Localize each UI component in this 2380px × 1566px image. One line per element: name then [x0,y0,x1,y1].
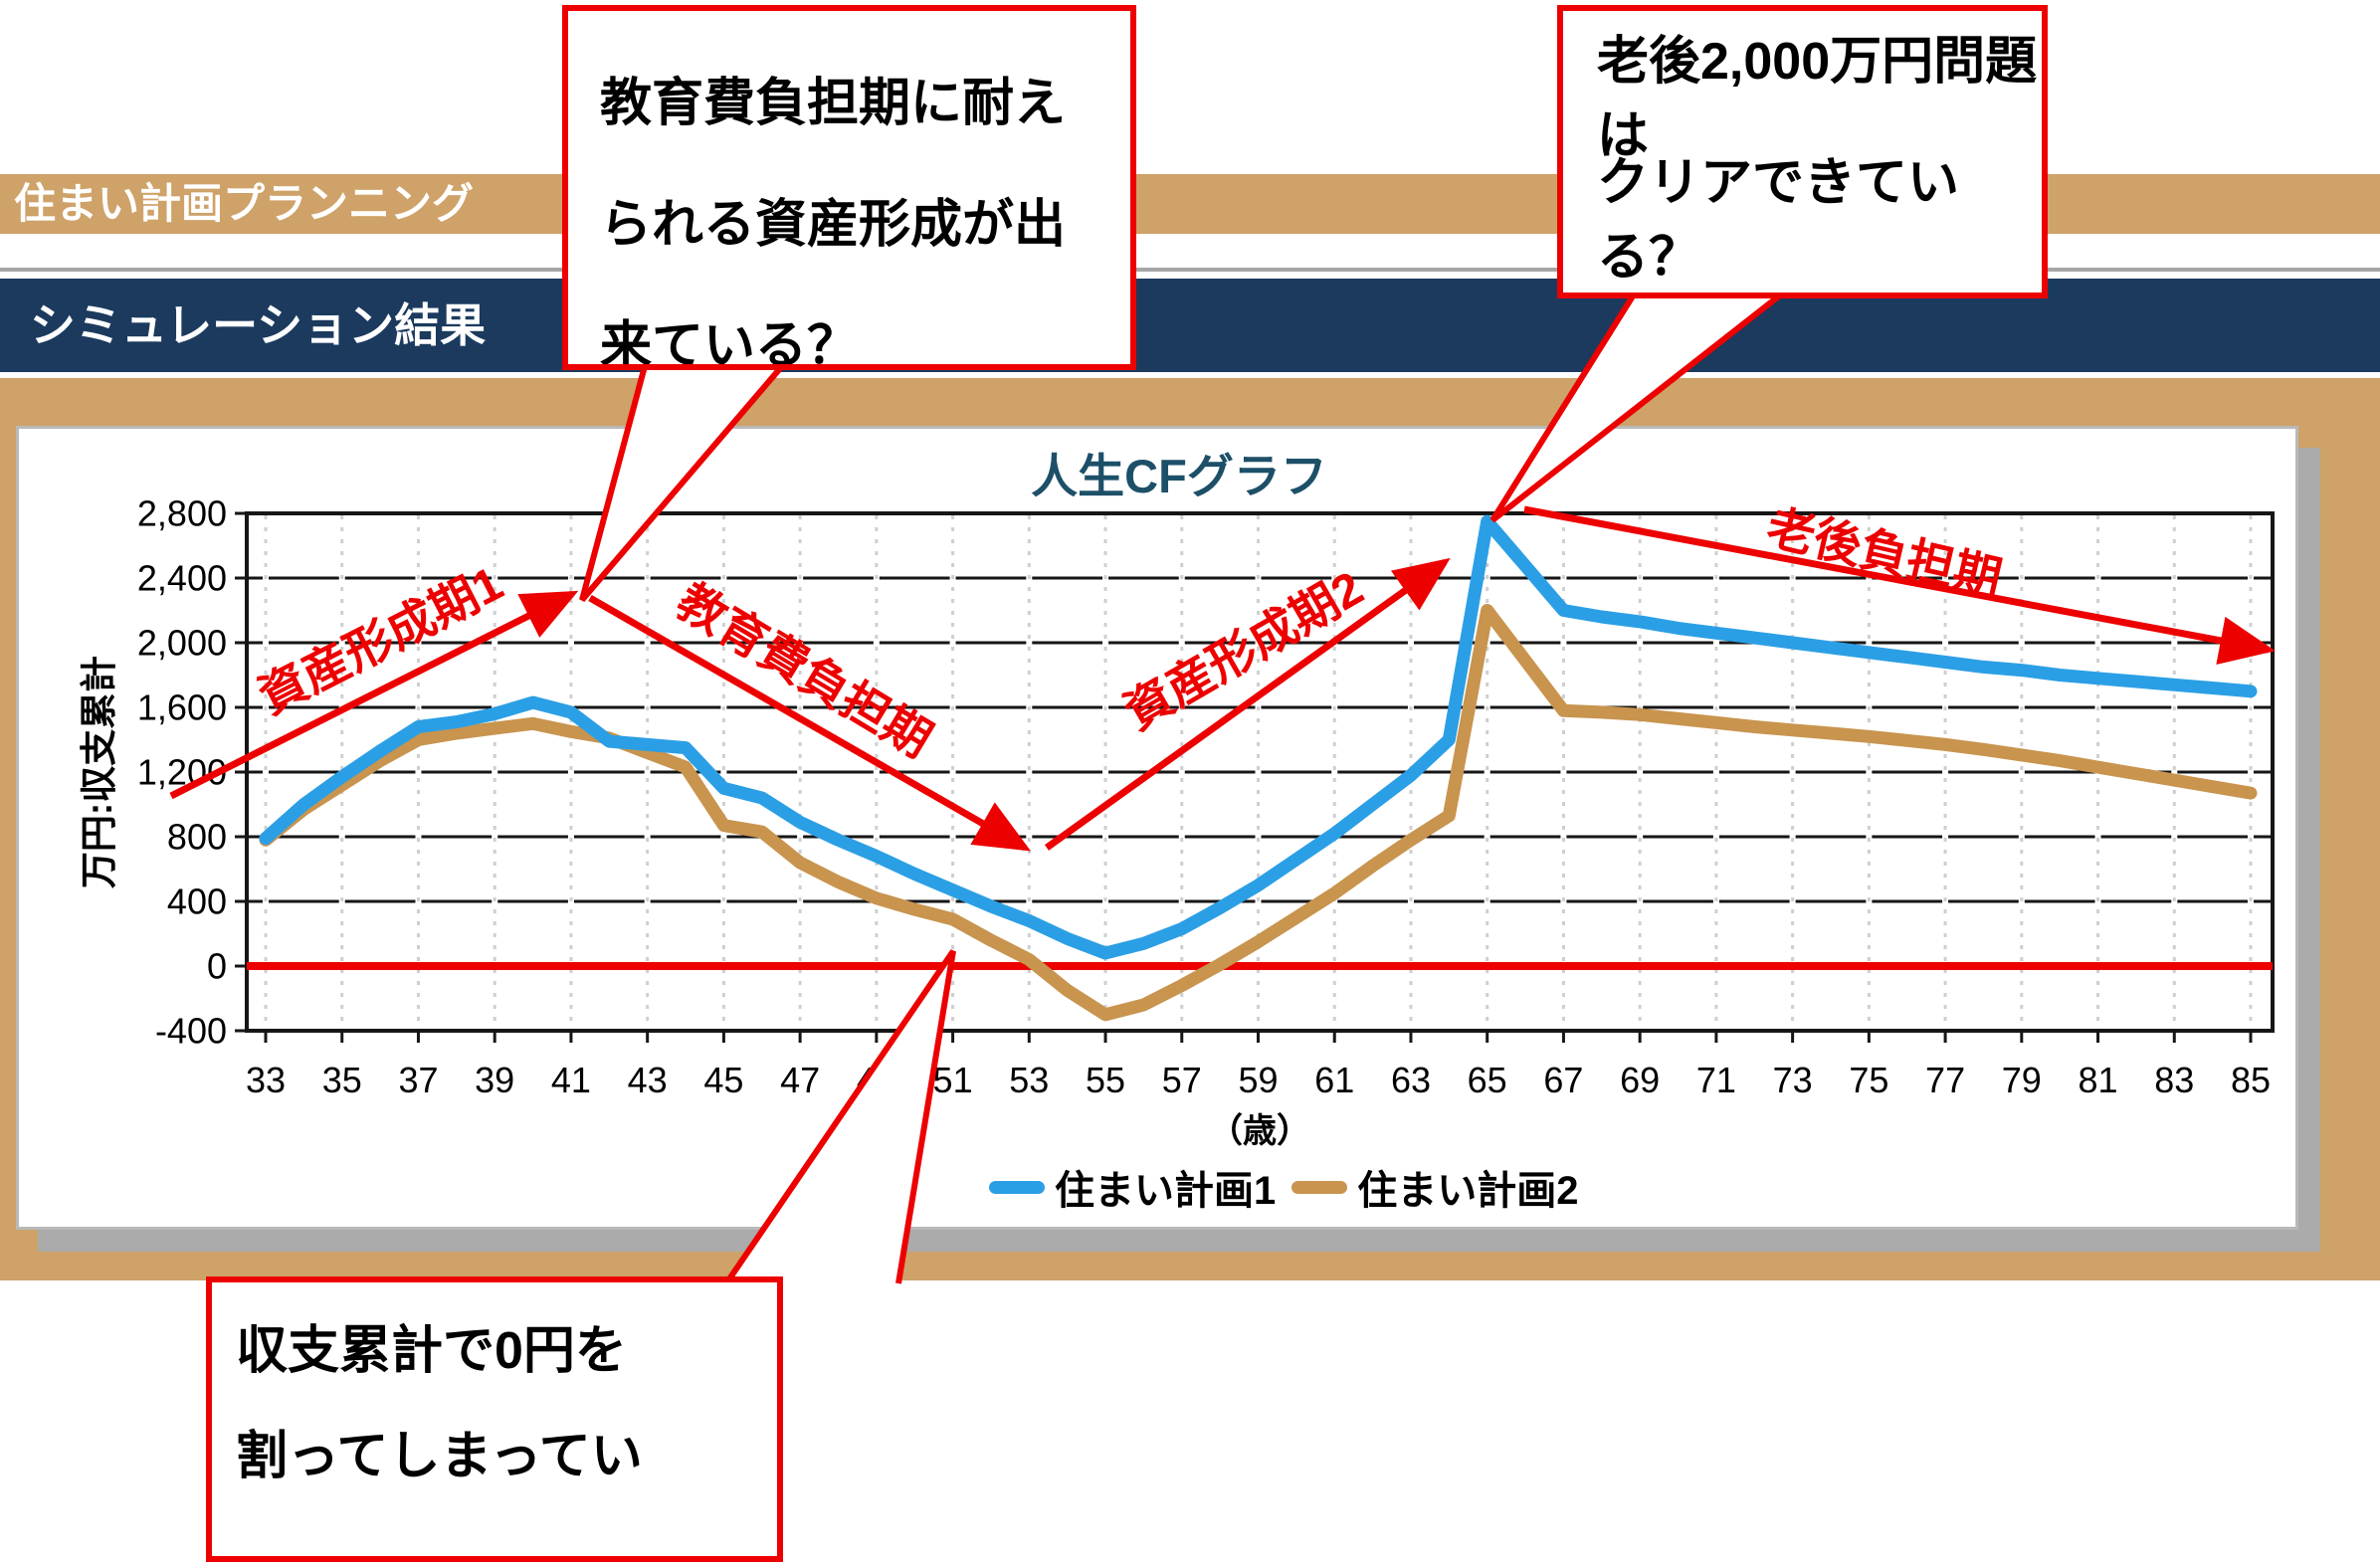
callout-zero-crossing: 収支累計で0円を 割ってしまってい [206,1276,783,1562]
callout-education-cost: 教育費負担期に耐え られる資産形成が出 来ている？ [562,5,1136,370]
callout-text-line: 教育費負担期に耐え [600,74,1067,132]
callout-text-line: られる資産形成が出 [600,195,1067,254]
callout-text-line: 老後2,000万円問題は [1597,33,2038,165]
callout-text-line: 収支累計で0円を [236,1321,627,1380]
callout-text-line: クリアできている？ [1597,154,1960,287]
app-title: 住まい計画プランニング [14,180,475,227]
legend-item-plan2: 住まい計画2 [1291,1158,1579,1216]
legend-label-plan2: 住まい計画2 [1357,1169,1579,1213]
legend-swatch-plan2 [1291,1180,1348,1194]
callout-text-line: 来ている？ [600,316,860,370]
legend-label-plan1: 住まい計画1 [1055,1169,1277,1213]
callout-retirement-2000: 老後2,000万円問題は クリアできている？ [1557,5,2048,298]
header-divider [0,268,2380,272]
section-title: シミュレーション結果 [30,299,487,351]
callout-text-line: 割ってしまってい [236,1427,643,1485]
y-axis-title: 万円:収支累計 [79,655,119,889]
legend-item-plan1: 住まい計画1 [989,1158,1276,1216]
chart-title: 人生CFグラフ [1031,450,1327,502]
chart-card [16,426,2298,1230]
legend-swatch-plan1 [989,1180,1045,1194]
chart-legend: 住まい計画1 住まい計画2 [989,1158,1579,1216]
